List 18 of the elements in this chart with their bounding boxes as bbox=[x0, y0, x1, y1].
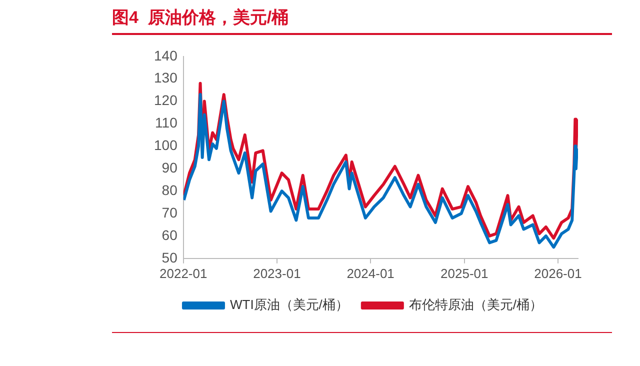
legend-label: WTI原油（美元/桶） bbox=[230, 297, 348, 312]
y-tick-label: 70 bbox=[162, 204, 178, 220]
legend-label: 布伦特原油（美元/桶） bbox=[408, 297, 543, 312]
x-tick-label: 2026-01 bbox=[534, 266, 582, 281]
y-tick-label: 80 bbox=[162, 182, 178, 198]
y-tick-label: 90 bbox=[162, 159, 178, 176]
y-tick-label: 140 bbox=[154, 47, 178, 64]
y-tick-label: 110 bbox=[155, 114, 178, 131]
y-tick-label: 130 bbox=[154, 70, 178, 86]
x-tick-label: 2024-01 bbox=[346, 266, 394, 281]
y-tick-label: 50 bbox=[162, 249, 178, 266]
y-tick-label: 60 bbox=[162, 226, 178, 243]
chart-title: 图4 原油价格，美元/桶 bbox=[112, 7, 289, 29]
x-tick-label: 2025-01 bbox=[440, 266, 488, 281]
y-tick-label: 100 bbox=[154, 137, 178, 154]
x-tick-label: 2023-01 bbox=[253, 266, 301, 281]
y-tick-label: 120 bbox=[154, 92, 178, 108]
x-tick-label: 2022-01 bbox=[160, 266, 208, 281]
